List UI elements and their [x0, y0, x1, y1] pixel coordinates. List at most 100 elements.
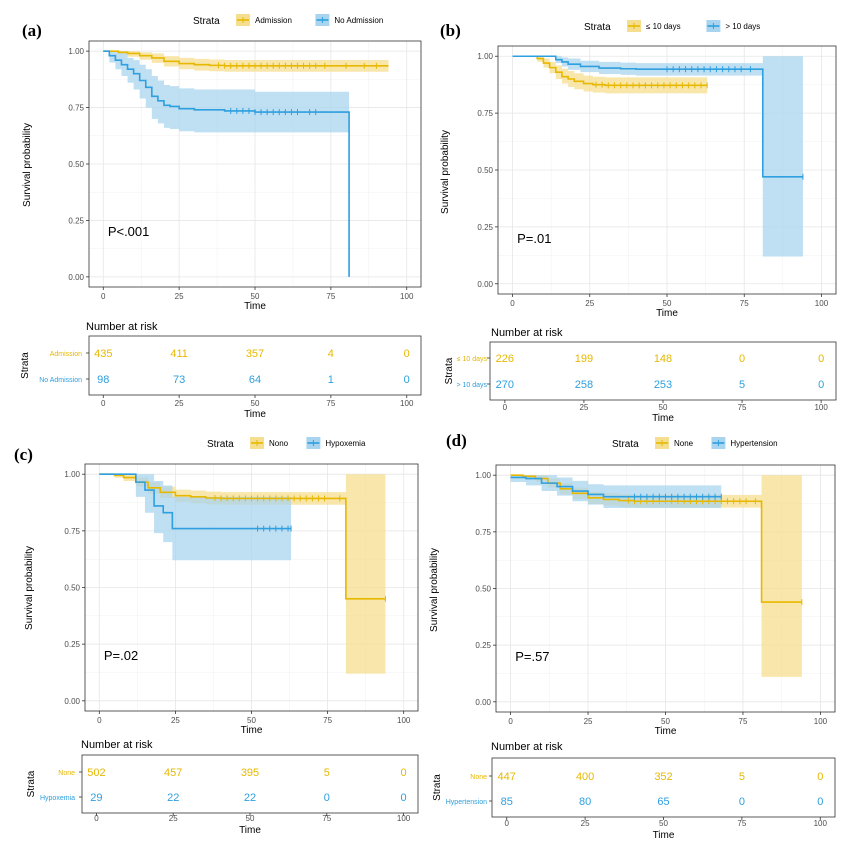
risk-table-border [491, 757, 836, 818]
p-value: P=.01 [517, 231, 551, 246]
y-axis-title: Survival probability [429, 548, 440, 632]
y-tick-label: 1.00 [68, 47, 84, 56]
x-tick-label: 0 [508, 717, 513, 726]
risk-row-label: Admission [50, 351, 82, 358]
y-tick-label: 1.00 [475, 471, 491, 480]
risk-x-tick-label: 50 [251, 399, 260, 408]
risk-x-tick-label: 0 [505, 819, 510, 828]
risk-strata-title: Strata [444, 357, 455, 384]
risk-count: 502 [87, 767, 105, 779]
survival-curve [99, 473, 292, 530]
km-panel-d: (d) Strata None Hypertension 0.00 0.25 0.50 0.7… [429, 431, 836, 841]
risk-count: 85 [501, 796, 513, 808]
risk-table-title: Number at risk [86, 321, 158, 333]
y-tick-label: 0.25 [64, 640, 80, 649]
x-tick-label: 75 [739, 717, 748, 726]
risk-count: 357 [246, 348, 264, 360]
risk-row-label: No Admission [39, 377, 82, 384]
x-tick-label: 25 [585, 299, 594, 308]
legend-title: Strata [612, 439, 639, 450]
risk-table-title: Number at risk [81, 739, 153, 751]
risk-count: 352 [654, 771, 672, 783]
ci-band [99, 474, 292, 561]
risk-table-border [88, 335, 422, 396]
x-axis-title: Time [656, 308, 678, 319]
risk-count: 0 [739, 353, 745, 365]
risk-count: 5 [739, 379, 745, 391]
ci-band [510, 475, 722, 509]
panel-label: (d) [446, 431, 467, 450]
risk-x-axis-title: Time [652, 413, 674, 424]
y-axis-title: Survival probability [440, 130, 451, 214]
y-tick-label: 0.50 [477, 166, 493, 175]
y-tick-label: 0.25 [68, 216, 84, 225]
legend-label: Hypoxemia [325, 439, 366, 448]
x-tick-label: 100 [814, 717, 828, 726]
legend-label: Admission [255, 16, 292, 25]
risk-row-label: None [58, 770, 75, 777]
panel-label: (a) [22, 21, 42, 40]
y-axis-title: Survival probability [24, 546, 35, 630]
risk-x-tick-label: 50 [246, 814, 255, 823]
risk-table-border [81, 754, 419, 814]
y-tick-label: 0.00 [477, 280, 493, 289]
risk-x-tick-label: 50 [659, 403, 668, 412]
y-tick-label: 0.75 [475, 528, 491, 537]
risk-count: 270 [496, 379, 514, 391]
risk-count: 435 [94, 348, 112, 360]
legend-title: Strata [193, 16, 220, 27]
x-axis-title: Time [655, 726, 677, 737]
x-tick-label: 25 [584, 717, 593, 726]
risk-x-tick-label: 0 [503, 403, 508, 412]
risk-count: 148 [654, 353, 672, 365]
risk-count: 395 [241, 767, 259, 779]
risk-count: 29 [90, 792, 102, 804]
risk-x-tick-label: 75 [322, 814, 331, 823]
risk-x-tick-label: 25 [175, 399, 184, 408]
risk-count: 226 [496, 353, 514, 365]
risk-x-tick-label: 0 [94, 814, 99, 823]
y-tick-label: 0.75 [477, 109, 493, 118]
x-tick-label: 75 [740, 299, 749, 308]
x-tick-label: 25 [171, 716, 180, 725]
km-panel-b: (b) Strata ≤ 10 days > 10 days0.000.250.500… [440, 20, 837, 424]
risk-row-label: None [470, 774, 487, 781]
y-tick-label: 0.25 [475, 641, 491, 650]
risk-x-axis-title: Time [239, 825, 261, 836]
x-axis-title: Time [241, 725, 263, 736]
risk-count: 0 [401, 767, 407, 779]
p-value: P<.001 [108, 224, 150, 239]
legend-title: Strata [584, 22, 611, 33]
risk-x-tick-label: 75 [738, 403, 747, 412]
risk-count: 0 [818, 379, 824, 391]
risk-count: 400 [576, 771, 594, 783]
y-tick-label: 1.00 [477, 52, 493, 61]
risk-count: 5 [739, 771, 745, 783]
risk-x-tick-label: 25 [581, 819, 590, 828]
risk-row-label: Hypertension [446, 799, 487, 806]
risk-table-border [489, 341, 837, 401]
risk-strata-title: Strata [20, 352, 31, 379]
risk-count: 1 [328, 374, 334, 386]
risk-count: 0 [817, 771, 823, 783]
x-tick-label: 100 [400, 292, 414, 301]
risk-count: 411 [170, 348, 188, 360]
risk-count: 253 [654, 379, 672, 391]
x-tick-label: 50 [663, 299, 672, 308]
p-value: P=.02 [104, 648, 138, 663]
y-tick-label: 0.75 [64, 527, 80, 536]
x-tick-label: 0 [510, 299, 515, 308]
legend-label: Nono [269, 439, 289, 448]
risk-count: 5 [324, 767, 330, 779]
x-tick-label: 50 [251, 292, 260, 301]
survival-curve [512, 55, 803, 178]
ci-band [512, 56, 803, 257]
risk-count: 0 [401, 792, 407, 804]
y-tick-label: 0.00 [68, 273, 84, 282]
x-tick-label: 100 [815, 299, 829, 308]
x-tick-label: 75 [323, 716, 332, 725]
risk-x-axis-title: Time [244, 409, 266, 420]
risk-count: 64 [249, 374, 261, 386]
